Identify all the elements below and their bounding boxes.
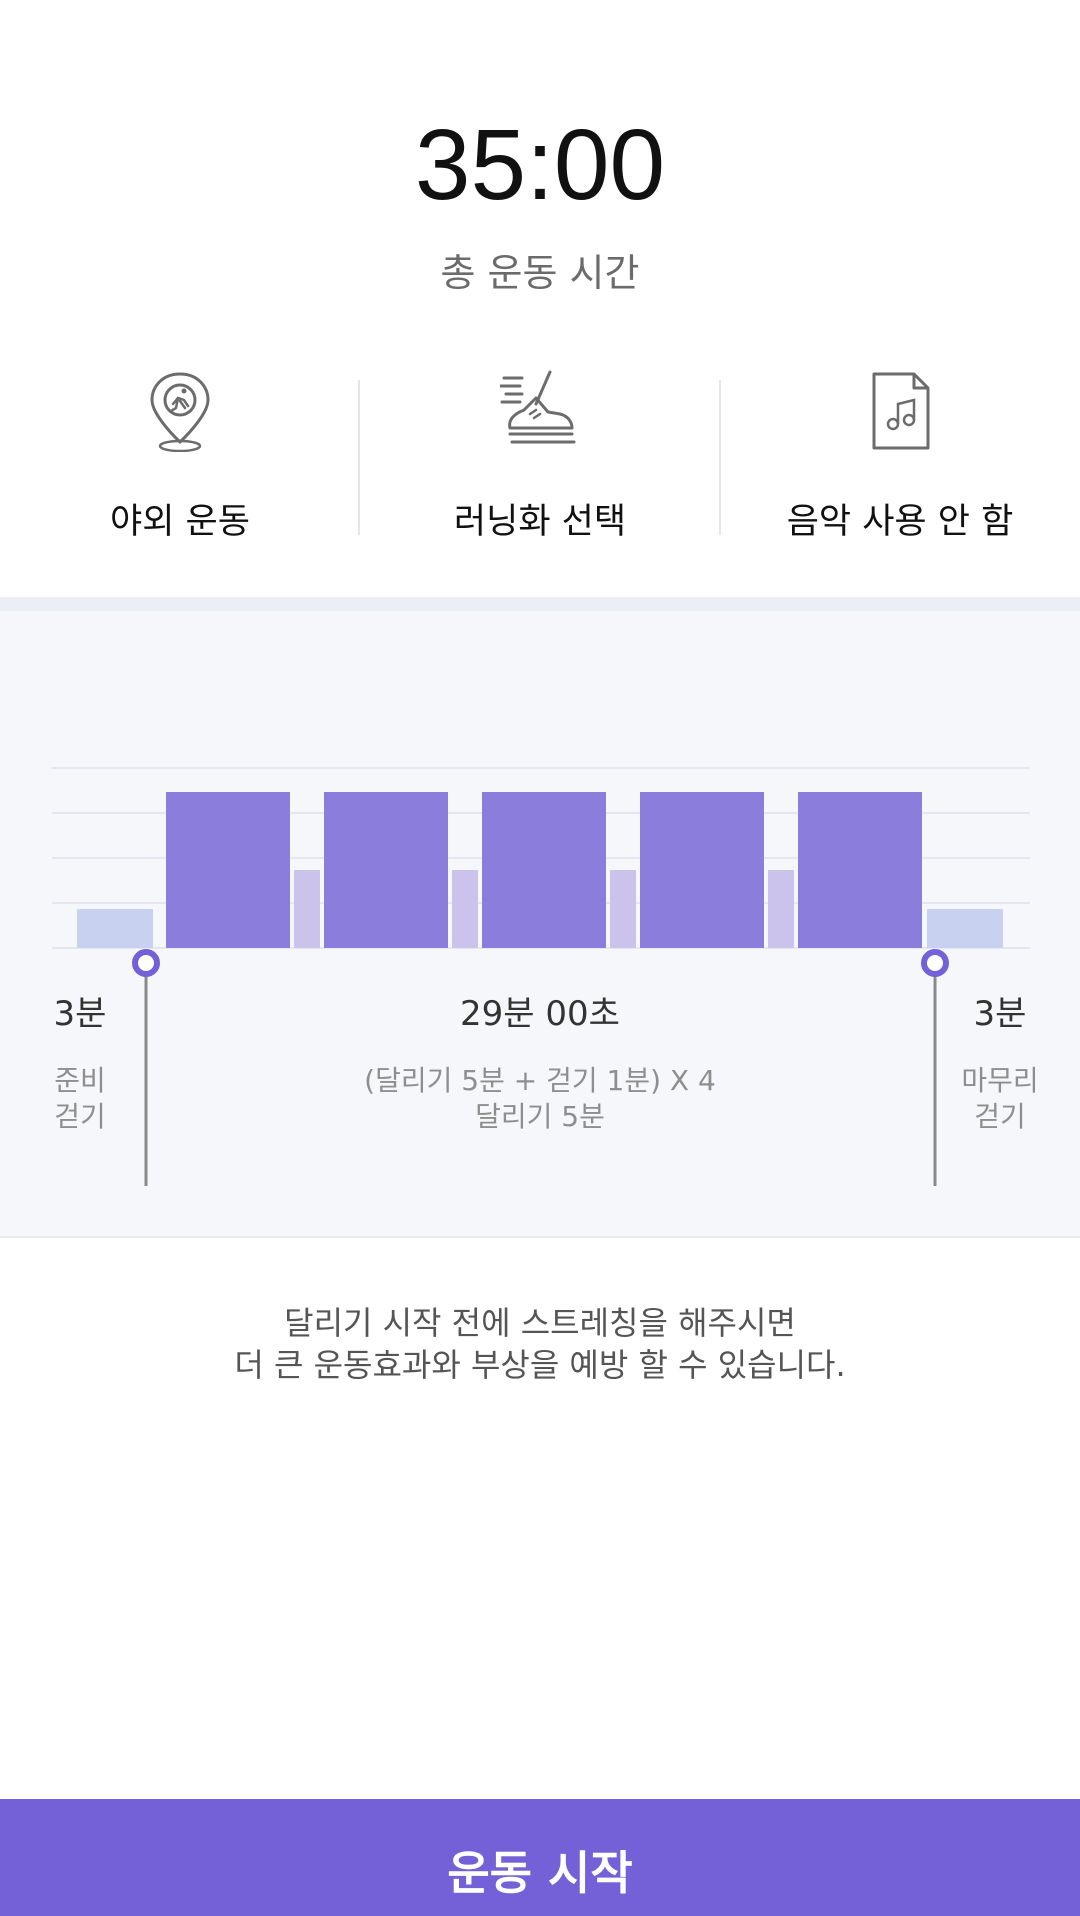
cooldown-duration: 3분 xyxy=(973,994,1027,1034)
warmup-duration: 3분 xyxy=(53,994,107,1034)
workout-options: 야외 운동 러닝화 선택 음악 사용 안 함 xyxy=(0,370,1080,542)
run-bar xyxy=(798,792,922,948)
warmup-name-line2: 걷기 xyxy=(54,1100,106,1133)
warmup-bar xyxy=(77,909,153,948)
cooldown-bar xyxy=(927,909,1003,948)
cooldown-name-line2: 걷기 xyxy=(974,1100,1026,1133)
tip-line2: 더 큰 운동효과와 부상을 예방 할 수 있습니다. xyxy=(234,1346,846,1384)
walk-bar xyxy=(294,870,320,948)
walk-bar xyxy=(452,870,478,948)
section-separator xyxy=(0,597,1080,611)
outdoor-option[interactable]: 야외 운동 xyxy=(0,370,360,542)
running-shoe-icon xyxy=(500,370,576,444)
walk-bar xyxy=(768,870,794,948)
main-description-line2: 달리기 5분 xyxy=(475,1100,605,1133)
warmup-name: 준비 걷기 xyxy=(30,1063,130,1135)
total-time-label: 총 운동 시간 xyxy=(440,251,640,295)
option-divider xyxy=(719,380,721,535)
cooldown-name: 마무리 걷기 xyxy=(950,1063,1050,1135)
main-description: (달리기 5분 + 걷기 1분) X 4 달리기 5분 xyxy=(240,1063,840,1135)
phase-boundary-marker xyxy=(132,949,160,977)
interval-chart xyxy=(52,767,1030,1186)
running-shoe-option[interactable]: 러닝화 선택 xyxy=(360,370,720,542)
option-divider xyxy=(358,380,360,535)
location-pin-runner-icon xyxy=(150,372,210,452)
total-time: 35:00 xyxy=(414,109,666,221)
walk-bar xyxy=(610,870,636,948)
start-workout-button[interactable]: 운동 시작 xyxy=(0,1799,1080,1916)
run-bar xyxy=(640,792,764,948)
run-bar xyxy=(482,792,606,948)
warmup-name-line1: 준비 xyxy=(54,1064,106,1097)
outdoor-option-label: 야외 운동 xyxy=(110,502,250,542)
stretching-tip: 달리기 시작 전에 스트레칭을 해주시면 더 큰 운동효과와 부상을 예방 할 … xyxy=(0,1302,1080,1386)
cooldown-name-line1: 마무리 xyxy=(961,1064,1039,1097)
run-bar xyxy=(324,792,448,948)
music-option-label: 음악 사용 안 함 xyxy=(786,502,1014,542)
tip-line1: 달리기 시작 전에 스트레칭을 해주시면 xyxy=(284,1304,796,1342)
music-option[interactable]: 음악 사용 안 함 xyxy=(720,370,1080,542)
phase-boundary-marker xyxy=(921,949,949,977)
music-file-icon xyxy=(872,372,930,450)
run-bar xyxy=(166,792,290,948)
main-description-line1: (달리기 5분 + 걷기 1분) X 4 xyxy=(364,1064,716,1097)
workout-chart-panel: 3분 준비 걷기 29분 00초 (달리기 5분 + 걷기 1분) X 4 달리… xyxy=(0,611,1080,1238)
running-shoe-option-label: 러닝화 선택 xyxy=(453,502,627,542)
main-duration: 29분 00초 xyxy=(460,994,620,1034)
